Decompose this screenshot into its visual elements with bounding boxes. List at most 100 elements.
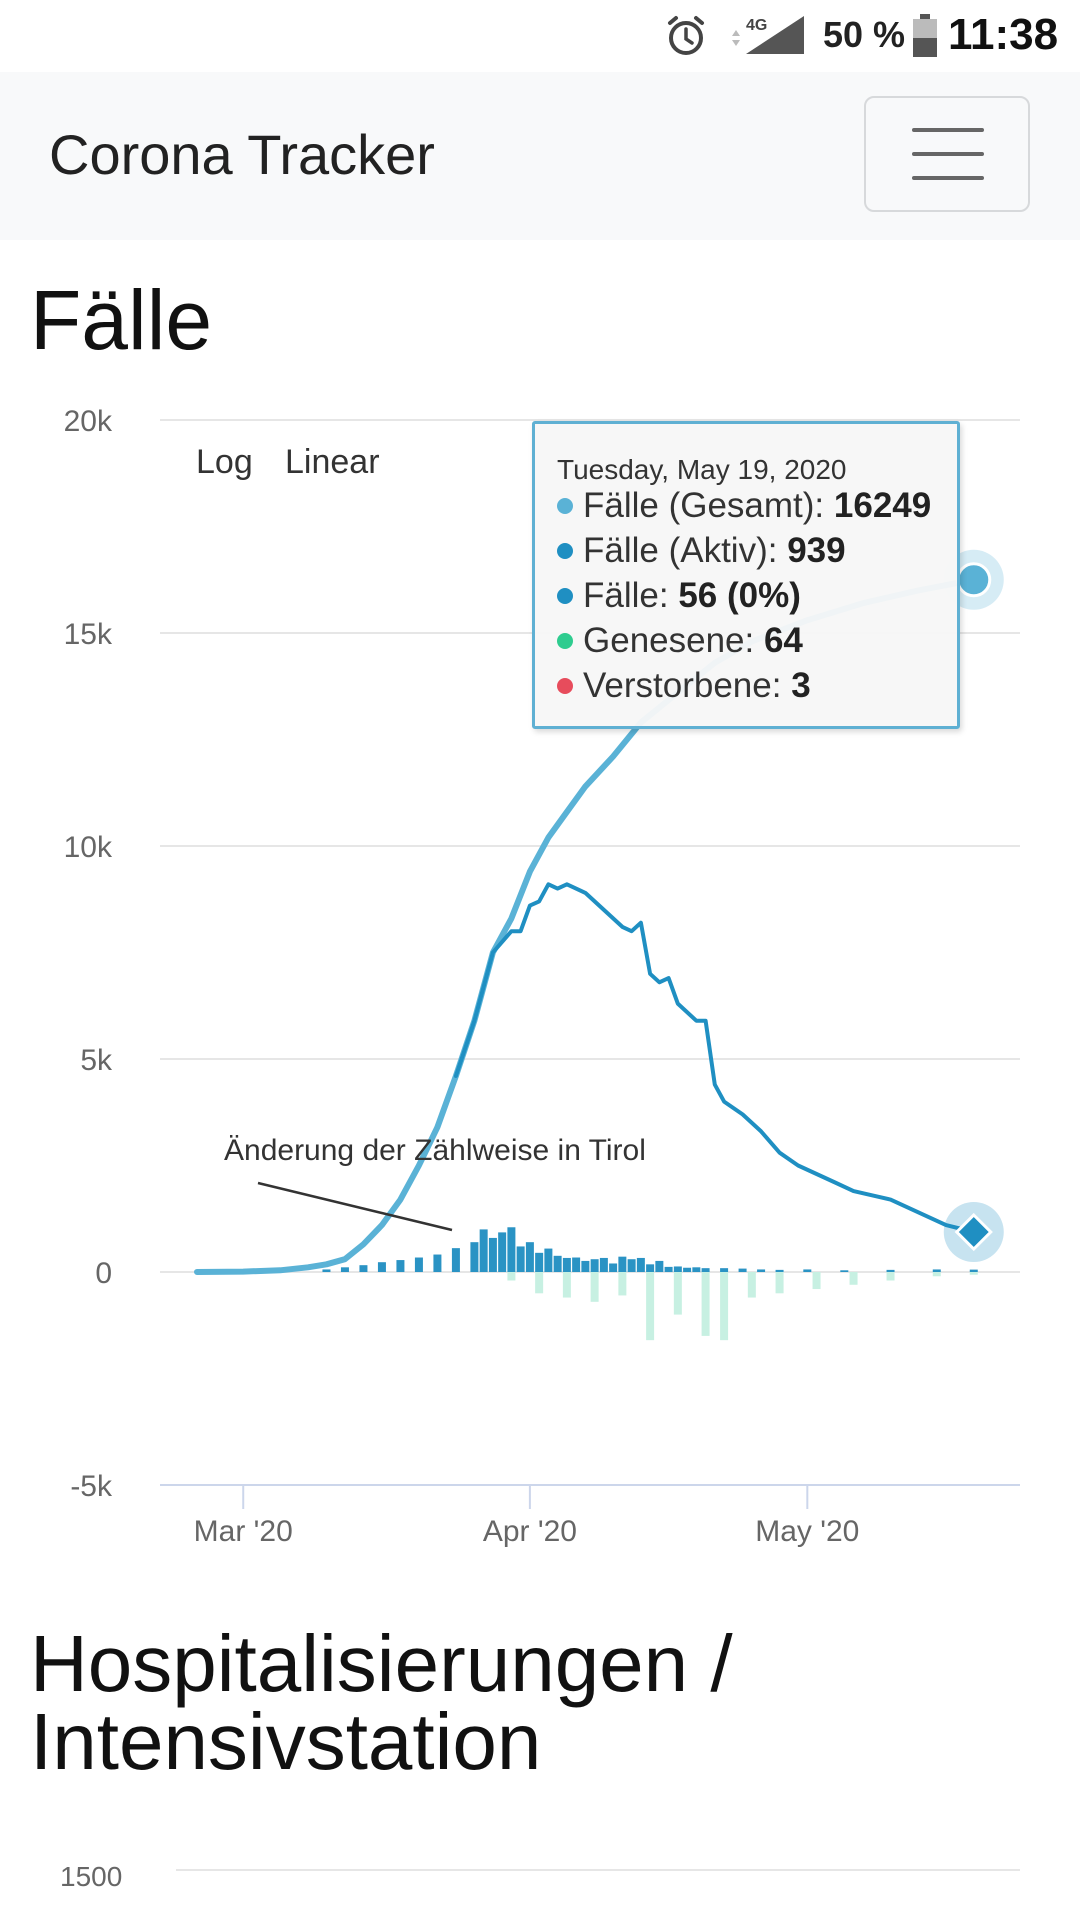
bar-daily-cases xyxy=(498,1232,507,1272)
bar-recovered xyxy=(932,1272,941,1277)
section-title-hospitalisations: Hospitalisierungen / Intensivstation xyxy=(30,1619,733,1782)
bar-daily-cases xyxy=(599,1257,608,1272)
x-tick-label: May '20 xyxy=(755,1515,859,1548)
bar-daily-cases xyxy=(618,1256,627,1272)
tooltip-row: Fälle: 56 (0%) xyxy=(557,576,801,616)
status-bar: 4G 50 % 11:38 xyxy=(0,0,1080,72)
hamburger-icon-bar-1 xyxy=(912,128,984,132)
bar-daily-cases xyxy=(544,1248,553,1272)
network-label: 4G xyxy=(746,17,767,34)
navbar: Corona Tracker xyxy=(0,72,1080,240)
bar-daily-cases xyxy=(636,1257,645,1272)
menu-toggle-button[interactable] xyxy=(864,96,1030,212)
bar-daily-cases xyxy=(470,1242,479,1272)
tooltip-value: 64 xyxy=(763,621,803,660)
bar-daily-cases xyxy=(701,1268,710,1272)
tooltip-row: Fälle (Gesamt): 16249 xyxy=(557,486,931,526)
bar-recovered xyxy=(812,1272,821,1290)
tooltip-row: Fälle (Aktiv): 939 xyxy=(557,531,846,571)
y-axis-labels: 20k 15k 10k 5k 0 -5k xyxy=(64,405,113,1503)
y-tick-label: 5k xyxy=(80,1044,113,1077)
tooltip-row: Verstorbene: 3 xyxy=(557,666,811,706)
bar-daily-cases xyxy=(627,1259,636,1272)
chart-tooltip: Tuesday, May 19, 2020 Fälle (Gesamt): 16… xyxy=(532,421,960,729)
y-tick-label: 15k xyxy=(64,618,113,651)
legend-dot-icon xyxy=(557,542,573,559)
legend-dot-icon xyxy=(557,677,573,694)
annotation-connector xyxy=(257,1181,453,1232)
annotation-label: Änderung der Zählweise in Tirol xyxy=(224,1134,646,1167)
bar-recovered xyxy=(618,1272,627,1296)
bar-recovered xyxy=(849,1272,858,1285)
legend-dot-icon xyxy=(557,497,573,514)
line-active-cases xyxy=(453,882,976,1234)
bar-daily-cases xyxy=(572,1257,581,1272)
signal-icon: 4G xyxy=(732,16,804,54)
bar-daily-cases xyxy=(886,1269,895,1272)
bar-daily-cases xyxy=(655,1260,664,1272)
bar-daily-cases xyxy=(340,1267,349,1272)
bar-daily-cases xyxy=(692,1267,701,1272)
y-tick-label: 20k xyxy=(64,405,113,438)
bar-recovered xyxy=(886,1272,895,1281)
hospitalisations-chart: 1500 xyxy=(60,1861,1020,1892)
tooltip-label: Fälle (Gesamt): xyxy=(583,486,834,525)
bar-daily-cases xyxy=(803,1269,812,1272)
bar-recovered xyxy=(720,1272,729,1341)
bar-daily-cases xyxy=(720,1268,729,1272)
hamburger-icon-bar-3 xyxy=(912,176,984,180)
bar-daily-cases xyxy=(479,1229,488,1272)
tooltip-row: Genesene: 64 xyxy=(557,621,803,661)
hosp-title-line-1: Hospitalisierungen / xyxy=(30,1619,733,1708)
bar-recovered xyxy=(775,1272,784,1294)
tooltip-value: 3 xyxy=(791,666,811,705)
y-tick-label: 10k xyxy=(64,831,113,864)
bar-daily-cases xyxy=(969,1269,978,1272)
bar-recovered xyxy=(590,1272,599,1302)
bar-daily-cases xyxy=(581,1260,590,1272)
hamburger-icon-bar-2 xyxy=(912,152,984,156)
bar-daily-cases xyxy=(414,1257,423,1272)
bar-daily-cases xyxy=(488,1237,497,1272)
bar-recovered xyxy=(701,1272,710,1336)
bar-daily-cases xyxy=(683,1267,692,1272)
marker-active-diamond xyxy=(954,1212,993,1252)
bar-recovered xyxy=(535,1272,544,1294)
tooltip-label: Fälle (Aktiv): xyxy=(583,531,788,570)
battery-icon xyxy=(913,14,937,57)
bar-recovered xyxy=(646,1272,655,1341)
tooltip-value: 56 (0%) xyxy=(678,576,801,615)
bar-daily-cases xyxy=(433,1254,442,1272)
bar-recovered xyxy=(969,1272,978,1275)
bar-recovered xyxy=(673,1272,682,1315)
bar-daily-cases xyxy=(322,1269,331,1272)
linear-scale-button[interactable]: Linear xyxy=(285,443,380,481)
bar-recovered xyxy=(507,1272,516,1281)
bar-daily-cases xyxy=(507,1227,516,1272)
bar-daily-cases xyxy=(609,1263,618,1272)
clock: 11:38 xyxy=(948,10,1059,59)
daily-cases-bars xyxy=(322,1227,978,1341)
bar-daily-cases xyxy=(840,1270,849,1272)
brand-title[interactable]: Corona Tracker xyxy=(49,123,435,186)
tooltip-label: Verstorbene: xyxy=(583,666,792,705)
bar-daily-cases xyxy=(646,1264,655,1272)
bar-daily-cases xyxy=(396,1260,405,1272)
bar-daily-cases xyxy=(562,1257,571,1272)
x-axis: Mar '20 Apr '20 May '20 xyxy=(194,1485,859,1548)
log-scale-button[interactable]: Log xyxy=(196,443,253,481)
bar-recovered xyxy=(562,1272,571,1298)
bar-daily-cases xyxy=(516,1246,525,1272)
section-title-cases: Fälle xyxy=(30,273,213,367)
bar-daily-cases xyxy=(377,1262,386,1272)
bar-daily-cases xyxy=(535,1252,544,1272)
tooltip-label: Fälle: xyxy=(583,576,679,615)
bar-daily-cases xyxy=(664,1266,673,1272)
annotation: Änderung der Zählweise in Tirol xyxy=(224,1134,646,1232)
legend-dot-icon xyxy=(557,632,573,649)
bar-daily-cases xyxy=(525,1242,534,1272)
tooltip-date: Tuesday, May 19, 2020 xyxy=(557,454,847,485)
bar-daily-cases xyxy=(590,1259,599,1272)
bar-daily-cases xyxy=(673,1266,682,1272)
y-tick-label: -5k xyxy=(70,1470,113,1503)
